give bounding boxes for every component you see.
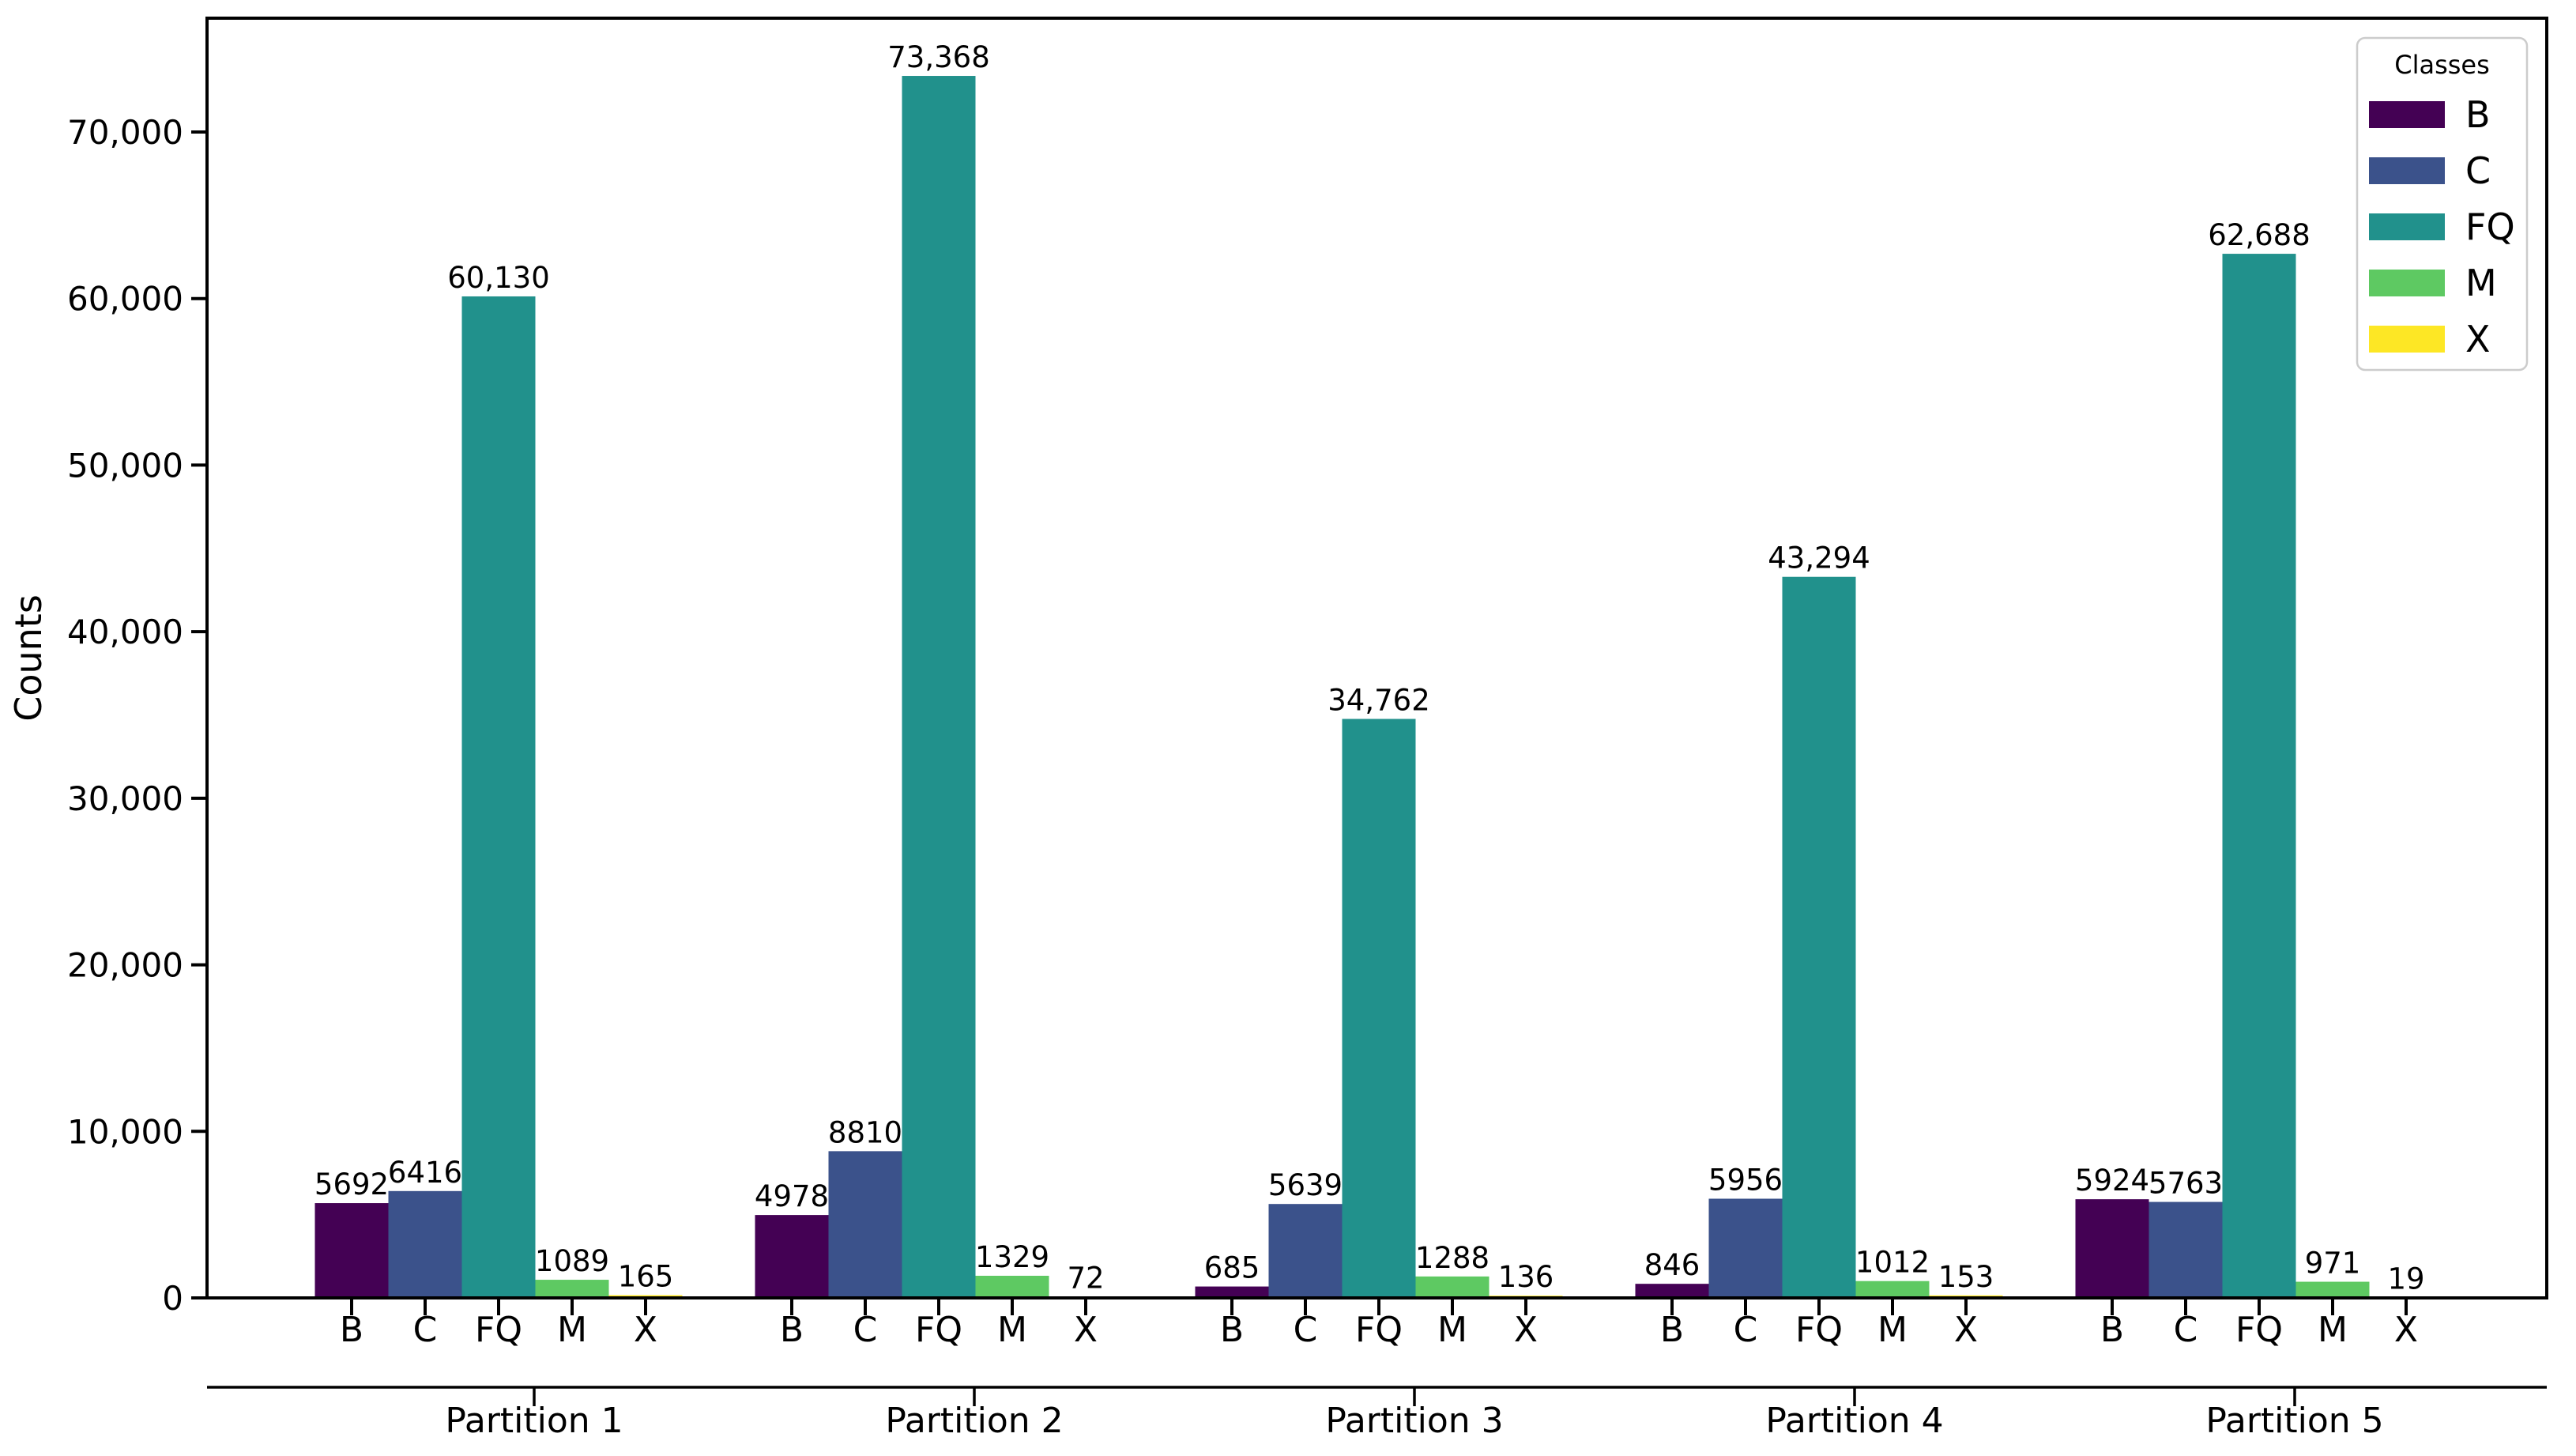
value-label-C-partition-5: 5763	[2149, 1167, 2223, 1201]
y-tick-label: 50,000	[67, 446, 183, 485]
legend-swatch-M	[2369, 270, 2445, 296]
bar-C-partition-2	[828, 1151, 902, 1298]
value-label-B-partition-5: 5924	[2075, 1164, 2149, 1198]
bar-FQ-partition-2	[902, 76, 976, 1299]
y-axis-label: Counts	[7, 594, 50, 722]
partition-label-1: Partition 1	[445, 1401, 623, 1441]
class-tick-label-X-partition-1: X	[634, 1310, 657, 1350]
value-label-M-partition-1: 1089	[535, 1244, 609, 1278]
bar-B-partition-2	[755, 1215, 829, 1298]
class-tick-label-C-partition-1: C	[413, 1310, 438, 1350]
value-label-B-partition-1: 5692	[314, 1167, 389, 1201]
class-tick-label-C-partition-5: C	[2174, 1310, 2198, 1350]
legend-label-B: B	[2465, 93, 2491, 136]
legend-label-X: X	[2465, 318, 2491, 360]
value-label-FQ-partition-4: 43,294	[1768, 541, 1870, 575]
bar-B-partition-5	[2075, 1199, 2149, 1298]
class-tick-label-X-partition-5: X	[2394, 1310, 2418, 1350]
y-tick-label: 70,000	[67, 113, 183, 152]
partition-label-5: Partition 5	[2205, 1401, 2383, 1441]
plot-frame	[205, 17, 2548, 1299]
value-label-C-partition-1: 6416	[388, 1156, 462, 1190]
y-tick-label: 20,000	[67, 946, 183, 985]
legend-label-C: C	[2465, 149, 2491, 192]
legend-swatch-B	[2369, 101, 2445, 128]
class-tick-label-FQ-partition-1: FQ	[475, 1310, 522, 1350]
bar-M-partition-5	[2295, 1281, 2370, 1298]
value-label-X-partition-5: 19	[2387, 1262, 2424, 1296]
value-label-C-partition-2: 8810	[828, 1115, 902, 1149]
class-tick-label-B-partition-4: B	[1660, 1310, 1684, 1350]
value-label-M-partition-4: 1012	[1855, 1246, 1930, 1280]
class-tick-label-B-partition-2: B	[780, 1310, 804, 1350]
value-label-M-partition-3: 1288	[1415, 1241, 1489, 1275]
class-tick-label-M-partition-2: M	[997, 1310, 1027, 1350]
bar-M-partition-4	[1855, 1281, 1930, 1298]
class-tick-label-C-partition-2: C	[853, 1310, 878, 1350]
value-label-M-partition-5: 971	[2305, 1247, 2361, 1281]
class-tick-label-M-partition-4: M	[1877, 1310, 1908, 1350]
value-label-C-partition-4: 5956	[1708, 1163, 1783, 1197]
class-tick-label-M-partition-1: M	[557, 1310, 587, 1350]
bar-FQ-partition-4	[1782, 576, 1856, 1298]
bar-C-partition-5	[2149, 1201, 2223, 1298]
value-label-X-partition-4: 153	[1938, 1260, 1994, 1294]
class-tick-label-FQ-partition-3: FQ	[1355, 1310, 1403, 1350]
bar-C-partition-3	[1268, 1204, 1343, 1298]
value-label-M-partition-2: 1329	[975, 1240, 1049, 1274]
class-tick-label-X-partition-3: X	[1514, 1310, 1538, 1350]
class-tick-label-M-partition-5: M	[2318, 1310, 2348, 1350]
legend-box	[2356, 36, 2529, 372]
class-tick-label-B-partition-5: B	[2100, 1310, 2124, 1350]
bar-M-partition-3	[1415, 1276, 1489, 1298]
partition-label-2: Partition 2	[885, 1401, 1063, 1441]
legend-swatch-X	[2369, 326, 2445, 353]
bar-B-partition-4	[1635, 1284, 1709, 1298]
value-label-X-partition-1: 165	[618, 1260, 674, 1294]
y-tick-label: 10,000	[67, 1112, 183, 1151]
class-tick-label-B-partition-3: B	[1220, 1310, 1244, 1350]
value-label-C-partition-3: 5639	[1268, 1168, 1343, 1202]
bar-FQ-partition-3	[1342, 719, 1416, 1298]
legend-label-M: M	[2465, 262, 2497, 304]
bar-C-partition-4	[1708, 1198, 1783, 1298]
legend-label-FQ: FQ	[2465, 206, 2515, 248]
value-label-B-partition-2: 4978	[755, 1179, 829, 1213]
partition-label-4: Partition 4	[1765, 1401, 1943, 1441]
value-label-FQ-partition-5: 62,688	[2208, 218, 2310, 252]
value-label-X-partition-3: 136	[1498, 1260, 1554, 1294]
class-tick-label-C-partition-3: C	[1294, 1310, 1318, 1350]
legend-swatch-FQ	[2369, 213, 2445, 240]
value-label-FQ-partition-2: 73,368	[887, 40, 989, 74]
bar-B-partition-1	[314, 1203, 389, 1298]
class-tick-label-B-partition-1: B	[340, 1310, 363, 1350]
value-label-B-partition-3: 685	[1204, 1251, 1260, 1285]
bar-M-partition-1	[535, 1280, 609, 1298]
y-tick-label: 40,000	[67, 613, 183, 651]
bar-FQ-partition-1	[461, 296, 536, 1299]
bar-FQ-partition-5	[2222, 254, 2296, 1299]
class-tick-label-M-partition-3: M	[1437, 1310, 1467, 1350]
class-tick-label-FQ-partition-2: FQ	[915, 1310, 962, 1350]
class-tick-label-FQ-partition-5: FQ	[2235, 1310, 2283, 1350]
class-tick-label-X-partition-4: X	[1954, 1310, 1978, 1350]
partition-label-3: Partition 3	[1325, 1401, 1503, 1441]
class-tick-label-FQ-partition-4: FQ	[1795, 1310, 1843, 1350]
bar-C-partition-1	[388, 1190, 462, 1298]
value-label-X-partition-2: 72	[1067, 1261, 1104, 1295]
value-label-FQ-partition-3: 34,762	[1328, 684, 1429, 718]
class-tick-label-X-partition-2: X	[1074, 1310, 1098, 1350]
y-tick-label: 0	[162, 1279, 183, 1318]
y-tick-label: 30,000	[67, 779, 183, 818]
class-tick-label-C-partition-4: C	[1734, 1310, 1758, 1350]
legend-swatch-C	[2369, 157, 2445, 184]
value-label-FQ-partition-1: 60,130	[447, 261, 549, 295]
bar-M-partition-2	[975, 1275, 1049, 1298]
bar-B-partition-3	[1195, 1286, 1269, 1298]
legend-title: Classes	[2394, 50, 2490, 80]
y-tick-label: 60,000	[67, 280, 183, 319]
value-label-B-partition-4: 846	[1644, 1248, 1700, 1282]
